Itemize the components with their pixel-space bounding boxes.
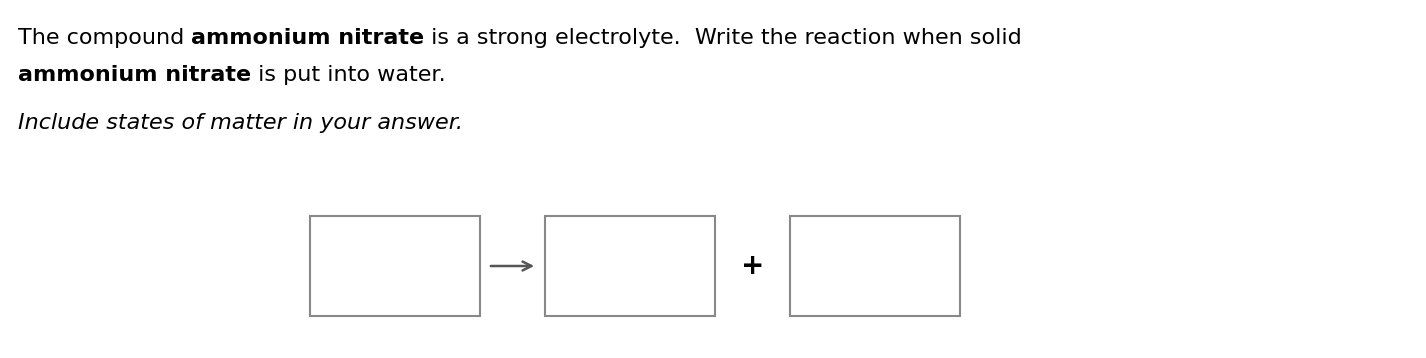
Text: The compound: The compound	[19, 28, 191, 48]
Text: is a strong electrolyte.  Write the reaction when solid: is a strong electrolyte. Write the react…	[425, 28, 1022, 48]
Bar	[309, 216, 481, 316]
Text: ammonium nitrate: ammonium nitrate	[191, 28, 425, 48]
Text: is put into water.: is put into water.	[251, 65, 446, 85]
Bar	[790, 216, 960, 316]
Text: +: +	[742, 252, 764, 280]
Bar	[545, 216, 714, 316]
Text: ammonium nitrate: ammonium nitrate	[19, 65, 251, 85]
Text: Include states of matter in your answer.: Include states of matter in your answer.	[19, 113, 463, 133]
